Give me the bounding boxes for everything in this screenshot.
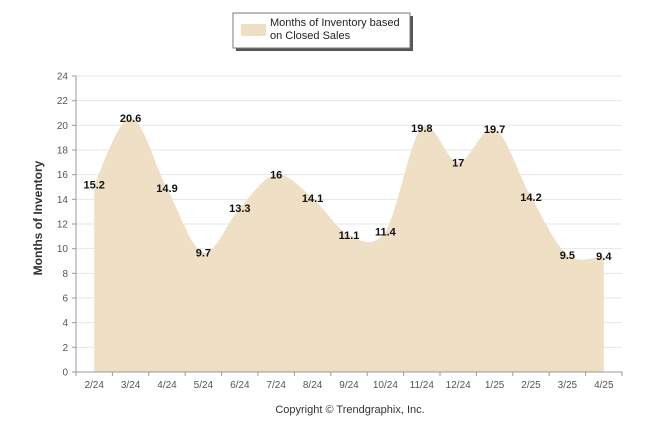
x-tick-label: 3/24 [121,380,141,391]
legend-label-line1: Months of Inventory based [270,17,400,29]
x-tick-label: 1/25 [485,380,505,391]
y-tick-label: 12 [57,220,69,231]
data-label: 9.5 [560,250,575,262]
x-tick-label: 3/25 [558,380,578,391]
x-tick-labels: 2/24 3/24 4/24 5/24 6/24 7/24 8/24 9/24 10/24 11/… [84,380,614,391]
data-label: 16 [270,170,282,182]
copyright-footer: Copyright © Trendgraphix, Inc. [275,404,424,416]
data-label: 14.2 [520,192,541,204]
data-label: 19.7 [484,124,505,136]
legend: Months of Inventory based on Closed Sale… [232,12,413,51]
data-label: 11.1 [339,230,360,242]
x-tick-label: 6/24 [230,380,250,391]
x-tick-label: 4/25 [594,380,614,391]
y-tick-label: 22 [57,96,69,107]
y-tick-label: 14 [57,195,69,206]
y-tick-label: 10 [57,244,69,255]
x-tick-label: 12/24 [446,380,471,391]
x-tick-label: 11/24 [410,380,435,391]
data-label: 11.4 [375,226,397,238]
data-label: 9.7 [196,247,211,259]
data-labels: 15.2 20.6 14.9 9.7 13.3 16 14.1 11.1 11.4 19.8 17 1… [83,113,612,263]
y-tick-label: 8 [62,269,68,280]
data-label: 14.9 [156,183,177,195]
data-label: 17 [452,157,464,169]
y-axis-title: Months of Inventory [31,160,45,275]
x-tick-label: 2/24 [84,380,104,391]
area-series [94,117,604,372]
data-label: 13.3 [229,203,250,215]
x-tick-label: 4/24 [157,380,177,391]
y-tick-label: 6 [62,294,68,305]
x-tick-label: 10/24 [373,380,398,391]
x-tick-label: 2/25 [521,380,541,391]
y-tick-label: 18 [57,146,69,157]
y-tick-label: 4 [62,318,68,329]
y-tick-label: 20 [57,121,69,132]
axes [72,75,623,376]
data-label: 20.6 [120,113,141,125]
y-tick-label: 2 [62,343,68,354]
x-tick-label: 9/24 [339,380,359,391]
data-label: 14.1 [302,193,323,205]
data-label: 19.8 [411,123,432,135]
legend-swatch [241,24,266,36]
legend-label-line2: on Closed Sales [270,30,351,42]
data-label: 9.4 [596,251,612,263]
y-tick-label: 16 [57,170,69,181]
y-tick-label: 24 [57,72,69,83]
x-tick-label: 5/24 [194,380,214,391]
x-tick-label: 7/24 [266,380,286,391]
x-tick-label: 8/24 [303,380,323,391]
y-tick-label: 0 [62,368,68,379]
data-label: 15.2 [83,180,104,192]
